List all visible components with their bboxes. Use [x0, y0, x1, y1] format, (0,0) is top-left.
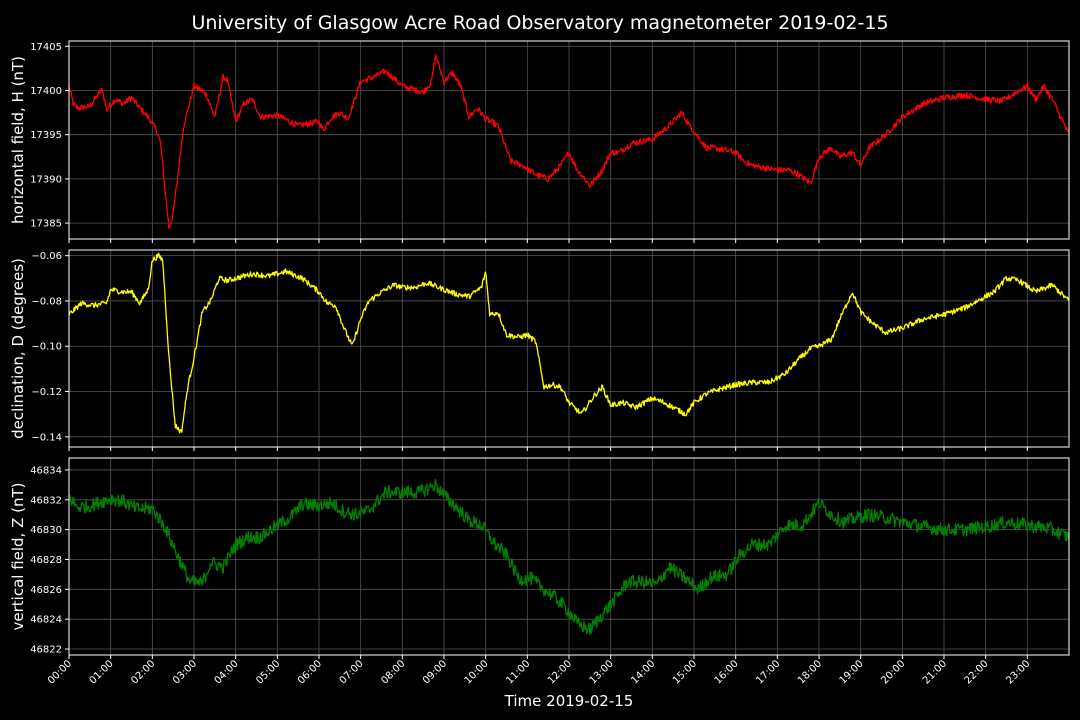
- panel-d-ytick-label: −0.14: [31, 432, 62, 443]
- panel-h-ytick-label: 17385: [30, 219, 62, 230]
- panel-d-ytick-label: −0.06: [31, 251, 62, 262]
- panel-d-ytick-label: −0.10: [31, 342, 62, 353]
- panel-d-ytick-label: −0.08: [31, 296, 62, 307]
- panel-z-ytick-label: 46828: [30, 555, 62, 566]
- panel-z-ytick-label: 46826: [30, 585, 62, 596]
- panel-z-ylabel: vertical field, Z (nT): [9, 482, 27, 630]
- panel-z-ytick-label: 46824: [30, 615, 62, 626]
- panel-d-ytick-label: −0.12: [31, 387, 62, 398]
- panel-z-ytick-label: 46832: [30, 495, 62, 506]
- panel-d-series-line: [68, 252, 1070, 434]
- panel-z-ytick-label: 46834: [30, 465, 62, 476]
- panel-z-ytick-label: 46822: [30, 645, 62, 656]
- panel-z-ytick-label: 46830: [30, 525, 62, 536]
- panel-z: 46822 46824 46826 46828 46830 46832 46834verti…: [9, 457, 1070, 659]
- panel-h-ylabel: horizontal field, H (nT): [9, 56, 27, 224]
- panel-d-ylabel: declination, D (degrees): [9, 258, 27, 439]
- panel-h-ytick-label: 17395: [30, 130, 62, 141]
- panel-h-series-line: [68, 54, 1070, 230]
- panel-h-ytick-label: 17400: [30, 86, 62, 97]
- chart-title: University of Glasgow Acre Road Observat…: [191, 12, 888, 34]
- panel-h-ytick-label: 17390: [30, 174, 62, 185]
- panel-d: −0.14 −0.12 −0.10 −0.08 −0.06 declination, D …: [9, 249, 1070, 451]
- panel-h-ytick-label: 17405: [30, 42, 62, 53]
- x-axis-title: Time 2019-02-15: [504, 692, 634, 710]
- panel-z-series-line: [68, 478, 1070, 635]
